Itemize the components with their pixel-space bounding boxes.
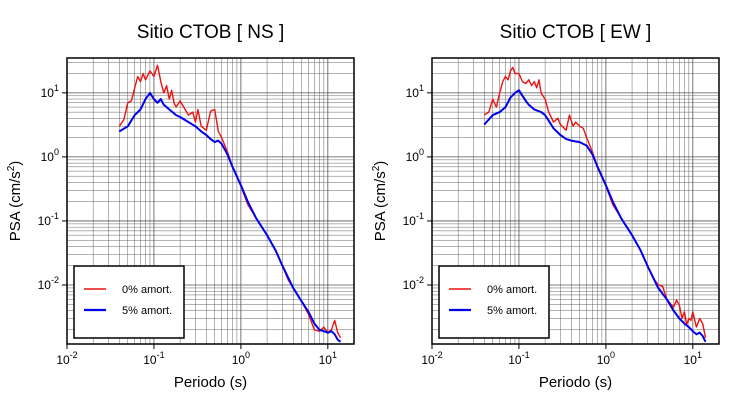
x-axis-label: Periodo (s) <box>539 374 612 391</box>
x-tick-label: 10-2 <box>421 350 442 367</box>
y-tick-label: 10-1 <box>403 211 424 228</box>
plot-frame <box>431 57 720 345</box>
y-axis-label: PSA (cm/s2) <box>6 161 24 242</box>
chart-panel-2: Sitio CTOB [ EW ] 10-2 10-1 100 101 10-2 10-1 1… <box>371 22 720 391</box>
legend-label-1: 0% amort. <box>122 284 172 296</box>
x-tick-label: 10-1 <box>143 350 164 367</box>
grid-lines <box>66 58 355 344</box>
y-tick-label: 100 <box>41 147 59 164</box>
x-axis-label: Periodo (s) <box>174 374 247 391</box>
x-tick-label: 101 <box>319 350 337 367</box>
series-line-2 <box>483 89 707 343</box>
x-tick-label: 100 <box>232 350 250 367</box>
legend-label-2: 5% amort. <box>487 305 537 317</box>
y-tick-label: 101 <box>406 83 424 100</box>
x-tick-label: 101 <box>684 350 702 367</box>
legend-label-1: 0% amort. <box>487 284 537 296</box>
legend: 0% amort. 5% amort. <box>438 265 550 339</box>
legend: 0% amort. 5% amort. <box>73 265 185 339</box>
x-tick-label: 10-1 <box>508 350 529 367</box>
y-tick-label: 100 <box>406 147 424 164</box>
y-axis-label: PSA (cm/s2) <box>371 161 389 242</box>
y-tick-label: 10-2 <box>38 275 59 292</box>
y-tick-label: 10-2 <box>403 275 424 292</box>
series-line-2 <box>118 91 342 343</box>
chart-title: Sitio CTOB [ EW ] <box>500 22 652 43</box>
legend-label-2: 5% amort. <box>122 305 172 317</box>
chart-title: Sitio CTOB [ NS ] <box>137 22 284 43</box>
x-tick-label: 10-2 <box>56 350 77 367</box>
plot-frame <box>66 57 355 345</box>
series-line-1 <box>483 66 707 338</box>
chart-panel-1: Sitio CTOB [ NS ] 10-2 10-1 100 101 10-2 10-1 1… <box>6 22 355 391</box>
legend-box <box>73 265 185 339</box>
legend-box <box>438 265 550 339</box>
grid-lines <box>431 58 720 344</box>
y-tick-label: 10-1 <box>38 211 59 228</box>
x-tick-label: 100 <box>597 350 615 367</box>
y-tick-label: 101 <box>41 83 59 100</box>
